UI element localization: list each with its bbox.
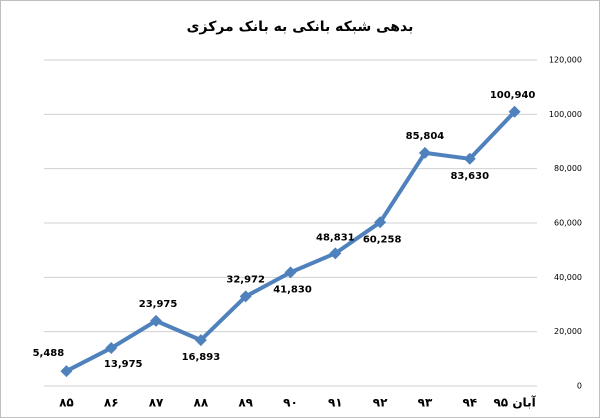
data-marker bbox=[60, 365, 73, 378]
y-tick-label: 120,000 bbox=[549, 56, 582, 65]
data-label: 23,975 bbox=[139, 299, 178, 310]
data-marker bbox=[374, 216, 387, 229]
data-marker bbox=[463, 152, 476, 165]
data-label: 16,893 bbox=[182, 352, 221, 363]
y-tick-label: 0 bbox=[577, 382, 582, 391]
x-tick-label: ۸۵ bbox=[59, 396, 74, 410]
data-label: 85,804 bbox=[406, 131, 445, 142]
x-tick-label: ۸۹ bbox=[238, 396, 253, 410]
data-label: 83,630 bbox=[450, 171, 489, 182]
data-marker bbox=[239, 290, 252, 303]
y-tick-label: 100,000 bbox=[549, 110, 582, 119]
data-marker bbox=[508, 105, 521, 118]
data-marker bbox=[194, 334, 207, 347]
data-label: 48,831 bbox=[316, 232, 355, 243]
data-marker bbox=[284, 266, 297, 279]
data-label: 32,972 bbox=[226, 274, 265, 285]
data-label: 60,258 bbox=[363, 234, 402, 245]
y-tick-label: 60,000 bbox=[554, 219, 582, 228]
data-label: 5,488 bbox=[33, 348, 65, 359]
x-tick-label: ۹۱ bbox=[328, 396, 343, 410]
x-tick-label: ۹۰ bbox=[283, 396, 298, 410]
y-tick-label: 20,000 bbox=[554, 327, 582, 336]
data-marker bbox=[418, 146, 431, 159]
x-tick-label: ۸۶ bbox=[104, 396, 119, 410]
data-marker bbox=[150, 314, 163, 327]
y-tick-label: 40,000 bbox=[554, 273, 582, 282]
x-tick-label: ۹۴ bbox=[462, 396, 477, 410]
x-tick-label: ۸۸ bbox=[194, 396, 209, 410]
x-tick-label: ۹۳ bbox=[418, 396, 433, 410]
x-tick-label: آبان ۹۵ bbox=[493, 395, 536, 410]
data-label: 13,975 bbox=[104, 359, 143, 370]
y-tick-label: 80,000 bbox=[554, 164, 582, 173]
data-label: 41,830 bbox=[273, 284, 312, 295]
data-marker bbox=[105, 342, 118, 355]
x-tick-label: ۹۲ bbox=[373, 396, 388, 410]
chart-title: بدهی شبکه بانکی به بانک مرکزی bbox=[187, 19, 414, 35]
data-label: 100,940 bbox=[490, 90, 536, 101]
data-marker bbox=[329, 247, 342, 260]
x-tick-label: ۸۷ bbox=[149, 396, 164, 410]
